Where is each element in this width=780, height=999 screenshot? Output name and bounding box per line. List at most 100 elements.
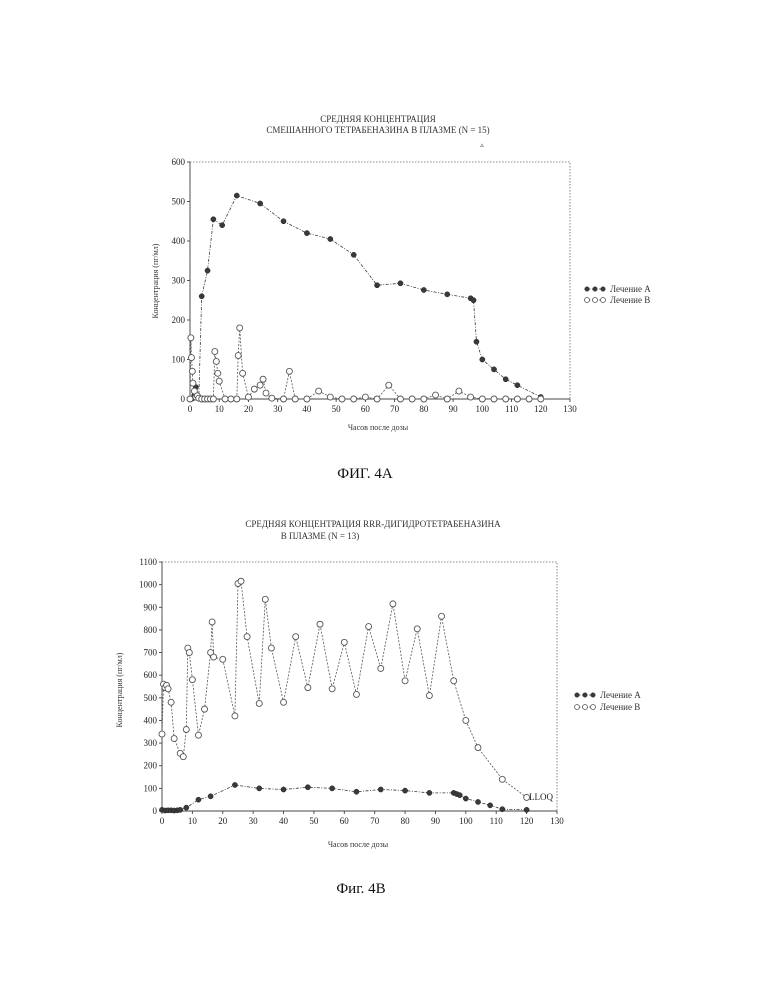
- chart-4a-series-a-point: [211, 217, 216, 222]
- chart-4a-series-b-point: [409, 396, 415, 402]
- chart-4a-series-b-point: [260, 376, 266, 382]
- chart-4a: СРЕДНЯЯ КОНЦЕНТРАЦИЯ СМЕШАННОГО ТЕТРАБЕН…: [151, 114, 651, 482]
- chart-4b-series-b-point: [317, 621, 323, 627]
- chart-4b-series-b-point: [439, 613, 445, 619]
- chart-4b-plot-frame: [162, 562, 557, 811]
- chart-4b-series-b-point: [186, 650, 192, 656]
- chart-4b-y-tick-label: 200: [144, 761, 158, 771]
- chart-4a-title-line-1: СРЕДНЯЯ КОНЦЕНТРАЦИЯ: [320, 114, 436, 124]
- chart-4a-legend-a-marker: [585, 287, 590, 292]
- chart-4b-series-a-point: [305, 785, 310, 790]
- chart-4a-series-a-point: [304, 231, 309, 236]
- chart-4b-y-tick-label: 0: [153, 806, 158, 816]
- chart-4a-series-b-point: [538, 396, 544, 402]
- chart-4b-x-axis-label: Часов после дозы: [328, 840, 389, 849]
- chart-4a-series-b-point: [215, 370, 221, 376]
- chart-4a-series-b-point: [456, 388, 462, 394]
- chart-4b-lloq-annotation: LLOQ: [529, 792, 553, 802]
- chart-4a-plot-frame: [190, 162, 570, 399]
- chart-4b-series-b-point: [202, 706, 208, 712]
- chart-4b-series-b-line: [162, 581, 527, 797]
- chart-4a-series-a-point: [398, 281, 403, 286]
- chart-4b-x-tick-label: 20: [218, 816, 228, 826]
- chart-4a-x-tick-label: 50: [332, 404, 342, 414]
- chart-4a-x-tick-label: 80: [419, 404, 429, 414]
- chart-4a-x-tick-label: 120: [534, 404, 548, 414]
- chart-4a-series-b-point: [503, 396, 509, 402]
- chart-4a-series-b-point: [189, 368, 195, 374]
- chart-4b-x-tick-label: 70: [370, 816, 380, 826]
- chart-4a-series-b-point: [187, 396, 193, 402]
- chart-4b-legend-a-marker: [575, 693, 580, 698]
- chart-4a-series-a-point: [503, 377, 508, 382]
- chart-4a-legend-a-label: Лечение А: [610, 284, 651, 294]
- chart-4b-series-b-point: [268, 645, 274, 651]
- chart-4a-series-b-point: [339, 396, 345, 402]
- chart-4a-x-tick-label: 20: [244, 404, 254, 414]
- chart-4b-series-b-point: [256, 700, 262, 706]
- chart-4b-y-tick-label: 900: [144, 602, 158, 612]
- chart-4b-series-a-point: [488, 803, 493, 808]
- chart-4b-legend-b-marker: [575, 705, 580, 710]
- chart-4b-series-b-point: [211, 654, 217, 660]
- chart-4b: СРЕДНЯЯ КОНЦЕНТРАЦИЯ RRR-ДИГИДРОТЕТРАБЕН…: [115, 519, 641, 897]
- chart-4a-series-b-point: [240, 370, 246, 376]
- chart-4b-legend-a-label: Лечение А: [600, 690, 641, 700]
- chart-4a-series-b-point: [397, 396, 403, 402]
- chart-4a-series-a-point: [205, 268, 210, 273]
- chart-4a-series-b-point: [269, 395, 275, 401]
- chart-4b-series-a-point: [196, 797, 201, 802]
- chart-4a-legend-b-marker: [593, 298, 598, 303]
- chart-4a-stray-mark: ▵: [480, 141, 484, 149]
- chart-4a-title-line-2: СМЕШАННОГО ТЕТРАБЕНАЗИНА В ПЛАЗМЕ (N = 1…: [266, 125, 489, 135]
- chart-4b-series-b-point: [209, 619, 215, 625]
- chart-4a-x-tick-label: 40: [302, 404, 312, 414]
- chart-4b-series-b-point: [195, 732, 201, 738]
- chart-4a-x-tick-label: 130: [563, 404, 577, 414]
- chart-4b-series-b-point: [329, 686, 335, 692]
- chart-4b-series-b-point: [402, 678, 408, 684]
- chart-4b-series-a-point: [475, 799, 480, 804]
- chart-4a-x-tick-label: 30: [273, 404, 283, 414]
- chart-4b-title-line-1: СРЕДНЯЯ КОНЦЕНТРАЦИЯ RRR-ДИГИДРОТЕТРАБЕН…: [245, 519, 501, 529]
- chart-4b-series-a-point: [281, 787, 286, 792]
- chart-4a-legend-b-marker: [585, 298, 590, 303]
- chart-4b-x-tick-label: 100: [459, 816, 473, 826]
- chart-4a-y-tick-label: 300: [172, 276, 186, 286]
- chart-4b-series-b-point: [451, 678, 457, 684]
- chart-4a-x-tick-label: 10: [215, 404, 225, 414]
- chart-4a-y-axis-label: Концентрация (пг/мл): [151, 243, 160, 318]
- chart-4a-series-b-point: [386, 382, 392, 388]
- chart-4a-x-tick-label: 70: [390, 404, 400, 414]
- chart-4a-x-tick-label: 100: [476, 404, 490, 414]
- chart-4a-series-b-point: [526, 396, 532, 402]
- chart-4a-series-b-point: [351, 396, 357, 402]
- chart-4b-legend-b-marker: [583, 705, 588, 710]
- chart-4b-y-tick-label: 1100: [139, 557, 157, 567]
- chart-4a-series-b-point: [190, 380, 196, 386]
- chart-4b-series-b-point: [305, 685, 311, 691]
- chart-4a-series-b-point: [491, 396, 497, 402]
- chart-4b-legend-b-marker: [591, 705, 596, 710]
- chart-4b-series-a-point: [184, 805, 189, 810]
- chart-4a-y-tick-label: 100: [172, 355, 186, 365]
- chart-4b-series-b-point: [171, 736, 177, 742]
- chart-4a-series-a-point: [445, 292, 450, 297]
- chart-4b-series-b-point: [281, 699, 287, 705]
- chart-4b-series-a-point: [232, 782, 237, 787]
- chart-4a-series-a-point: [421, 287, 426, 292]
- chart-4a-x-tick-label: 0: [188, 404, 193, 414]
- chart-4b-y-tick-label: 800: [144, 625, 158, 635]
- chart-4b-x-tick-label: 30: [249, 816, 259, 826]
- chart-4b-series-b-point: [353, 691, 359, 697]
- chart-4a-series-a-point: [220, 223, 225, 228]
- chart-4a-series-b-point: [216, 378, 222, 384]
- chart-4a-series-a-point: [515, 383, 520, 388]
- chart-4a-x-tick-label: 60: [361, 404, 371, 414]
- chart-4a-series-b-point: [316, 388, 322, 394]
- chart-4b-x-tick-label: 40: [279, 816, 289, 826]
- chart-4b-y-tick-label: 100: [144, 783, 158, 793]
- chart-4a-series-a-point: [234, 193, 239, 198]
- chart-4b-series-b-point: [262, 596, 268, 602]
- chart-4b-series-b-point: [165, 686, 171, 692]
